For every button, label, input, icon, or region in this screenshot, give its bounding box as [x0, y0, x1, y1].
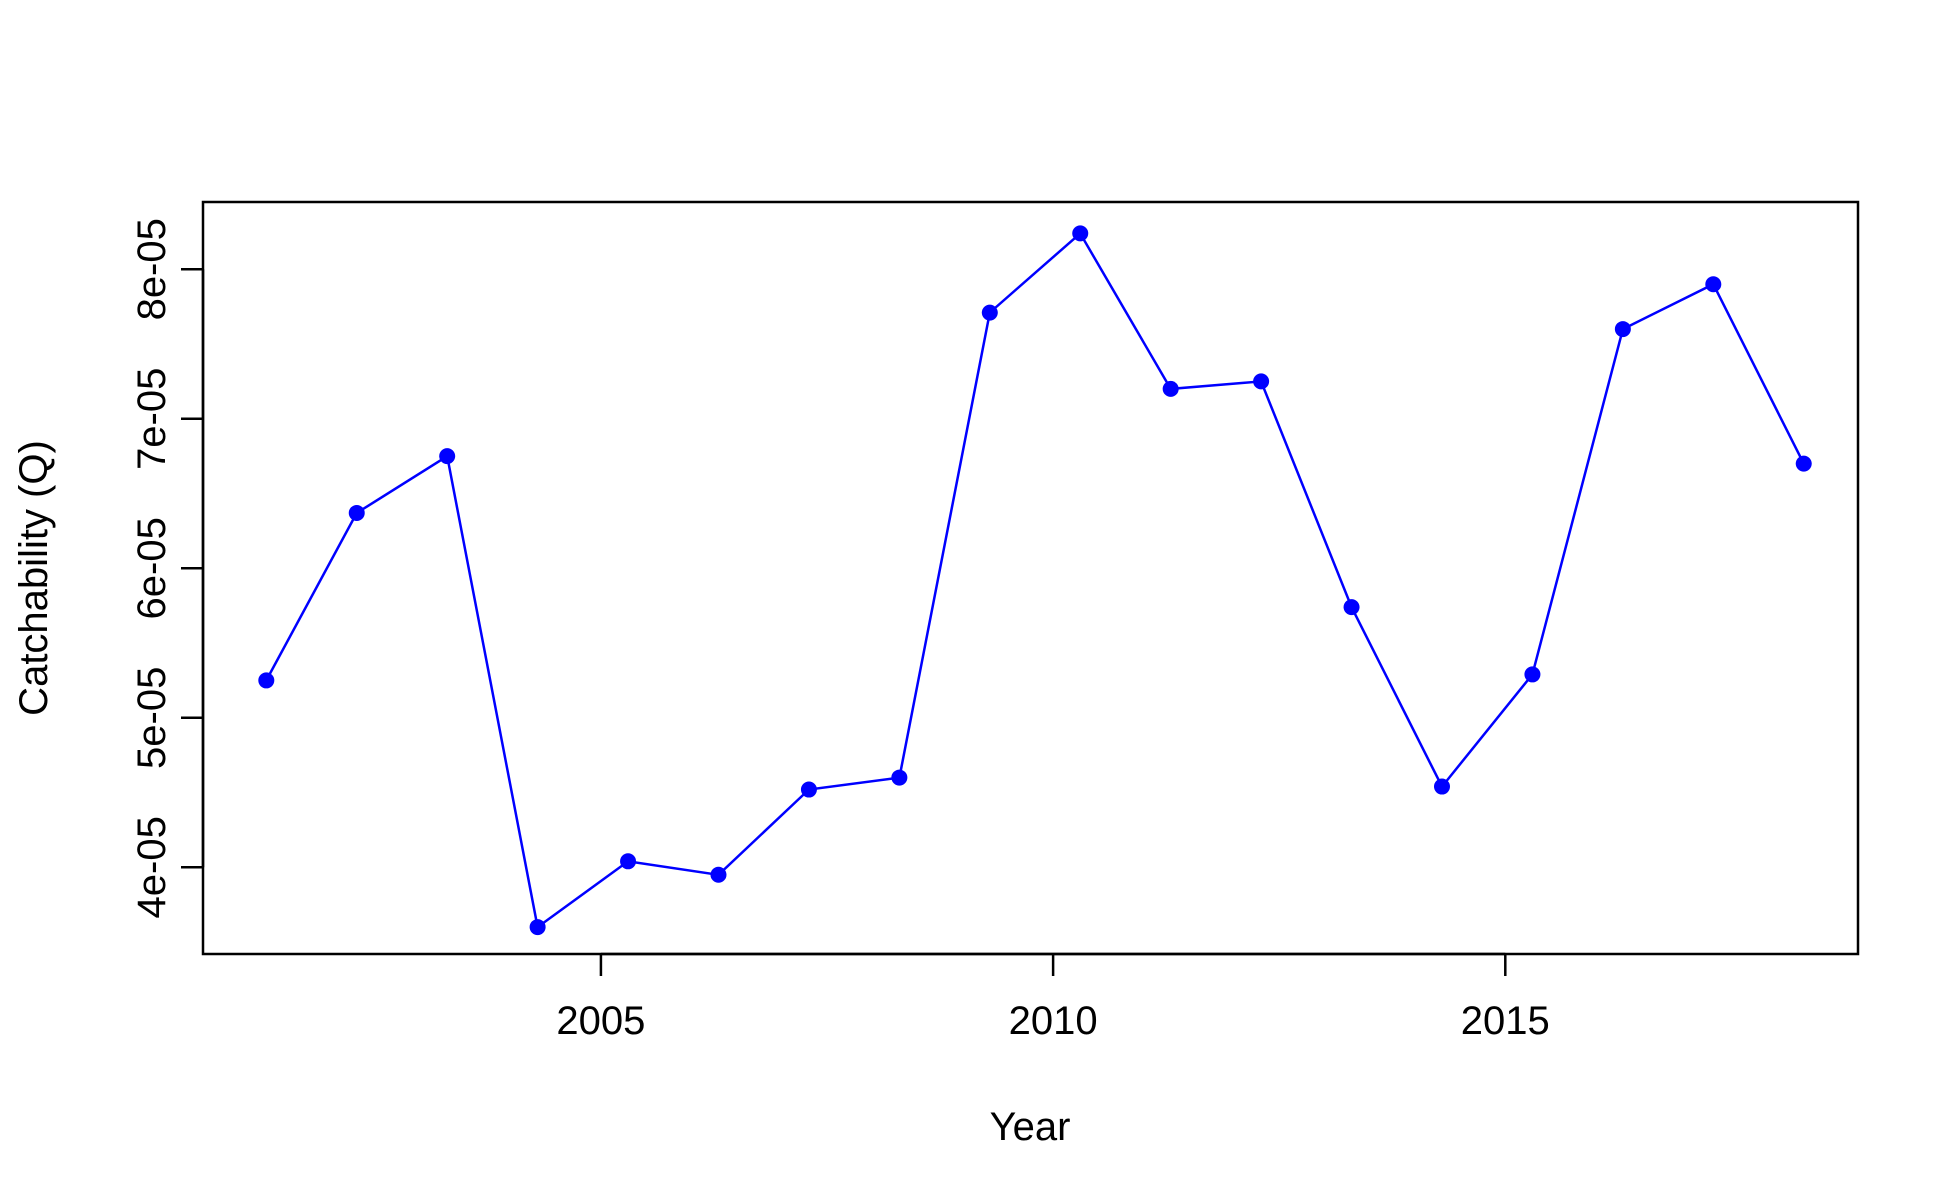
data-point	[439, 448, 456, 465]
x-axis: 2005 2010 2015	[556, 952, 1550, 1043]
y-tick-label: 7e-05	[130, 368, 174, 470]
data-point	[1614, 321, 1631, 338]
data-point	[258, 672, 275, 689]
y-tick-label: 4e-05	[130, 816, 174, 918]
data-point	[981, 304, 998, 321]
x-axis-label: Year	[990, 1105, 1071, 1149]
data-point	[620, 853, 637, 870]
plot-frame	[201, 200, 1860, 956]
series-line	[265, 231, 1805, 930]
y-tick-label: 6e-05	[130, 517, 174, 619]
data-point	[1433, 778, 1450, 795]
data-point	[1253, 373, 1270, 390]
data-point	[800, 781, 817, 798]
data-point	[1795, 455, 1812, 472]
y-tick-label: 8e-05	[130, 218, 174, 320]
data-point	[1343, 599, 1360, 616]
data-point	[1524, 666, 1541, 683]
series-layer	[258, 225, 1812, 936]
x-tick-label: 2010	[1009, 999, 1098, 1043]
data-point	[348, 504, 365, 521]
data-point	[891, 769, 908, 786]
x-tick-label: 2005	[556, 999, 645, 1043]
data-point	[1705, 276, 1722, 293]
y-axis-label: Catchability (Q)	[12, 440, 56, 716]
x-tick-label: 2015	[1461, 999, 1550, 1043]
y-tick-label: 5e-05	[130, 667, 174, 769]
data-point	[1072, 225, 1089, 242]
data-point	[710, 866, 727, 883]
data-point	[1162, 380, 1179, 397]
data-point	[529, 919, 546, 936]
y-axis: 4e-05 5e-05 6e-05 7e-05 8e-05	[130, 218, 205, 918]
